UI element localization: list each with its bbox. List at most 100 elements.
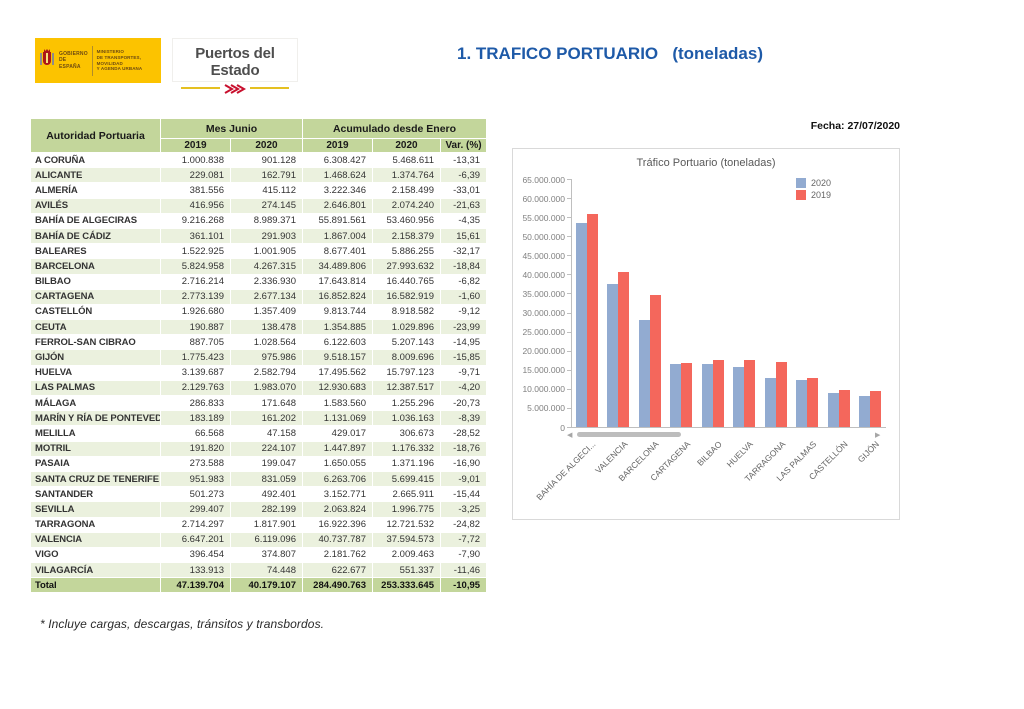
table-row-value: 8.918.582 (372, 303, 441, 321)
table-row: BAHÍA DE CÁDIZ 361.101 291.903 1.867.004 2.1… (30, 227, 488, 245)
y-axis-tick (567, 198, 571, 200)
bar-2019 (870, 390, 882, 427)
y-axis-tick (567, 312, 571, 314)
bar-2019 (838, 389, 850, 427)
table-row: MOTRIL 191.820 224.107 1.447.897 1.176.332 -1… (30, 440, 488, 457)
table-total-row-value: -10,95 (439, 577, 488, 594)
port-traffic-table: Autoridad Portuaria Mes Junio Acumulado … (30, 118, 488, 594)
table-row-value: -13,31 (439, 151, 488, 169)
table-row-value: 361.101 (160, 227, 231, 245)
table-row-value: 5.886.255 (372, 243, 441, 260)
table-row-value: -23,99 (439, 319, 488, 336)
bar-2019 (586, 213, 598, 427)
bar-2019 (681, 362, 693, 427)
bar-2020 (638, 320, 650, 427)
table-row-name: SANTANDER (30, 486, 161, 503)
table-row: BARCELONA 5.824.958 4.267.315 34.489.806 27.… (30, 258, 488, 275)
scroll-left-icon[interactable]: ◀ (567, 432, 573, 439)
table-row-name: CARTAGENA (30, 288, 161, 305)
table-row-name: BAHÍA DE ALGECIRAS (30, 212, 161, 229)
table-row-value: -6,39 (439, 167, 488, 184)
table-row-value: 1.996.775 (372, 501, 441, 518)
table-row-value: 1.036.163 (372, 410, 441, 427)
table-row-value: 291.903 (230, 227, 303, 245)
table-row-value: 6.263.706 (302, 470, 373, 488)
y-axis-label: 30.000.000 (522, 308, 565, 319)
y-axis-tick (567, 274, 571, 276)
traffic-table-body: A CORUÑA 1.000.838 901.128 6.308.427 5.468.6… (30, 151, 488, 594)
table-row-value: -18,76 (439, 440, 488, 457)
table-row-name: ALMERÍA (30, 182, 161, 199)
x-axis-label: GIJÓN (855, 439, 882, 465)
table-row-value: 3.152.771 (302, 486, 373, 503)
y-axis-label: 65.000.000 (522, 174, 565, 185)
table-row: PASAIA 273.588 199.047 1.650.055 1.371.196 -1… (30, 455, 488, 472)
table-row: TARRAGONA 2.714.297 1.817.901 16.922.396 12.… (30, 516, 488, 533)
chart-title: Tráfico Portuario (toneladas) (636, 157, 776, 169)
bar-2019 (618, 271, 630, 427)
table-row: CARTAGENA 2.773.139 2.677.134 16.852.824 16.… (30, 288, 488, 305)
table-row-value: -7,72 (439, 531, 488, 548)
chart-panel: Tráfico Portuario (toneladas) 2020 2019 … (512, 148, 900, 520)
ministry-name: MINISTERIO DE TRANSPORTES, MOVILIDAD Y A… (96, 48, 143, 72)
bar-2020 (827, 392, 839, 427)
table-row-name: MOTRIL (30, 440, 161, 457)
table-row-value: 55.891.561 (302, 212, 373, 229)
y-axis-tick (567, 388, 571, 390)
y-axis-label: 35.000.000 (522, 288, 565, 299)
bar-2019 (807, 377, 819, 427)
table-row-value: -24,82 (439, 516, 488, 533)
y-axis-label: 15.000.000 (522, 365, 565, 376)
table-row-value: 17.495.562 (302, 364, 373, 381)
table-row-name: AVILÉS (30, 197, 161, 214)
table-row-value: 1.926.680 (160, 303, 231, 321)
table-row-value: 2.665.911 (372, 486, 441, 503)
table-row-value: 2.063.824 (302, 501, 373, 518)
x-axis-label: HUELVA (725, 439, 756, 470)
chart-scrollbar-thumb[interactable] (577, 432, 681, 437)
table-row: MARÍN Y RÍA DE PONTEVEDRA183.189161.2021… (30, 410, 488, 427)
table-row-value: 282.199 (230, 501, 303, 518)
table-row-value: 416.956 (160, 197, 231, 214)
table-row-value: 6.647.201 (160, 531, 231, 548)
table-row-value: 306.673 (372, 425, 441, 442)
wave-icon (220, 82, 250, 100)
bar-2019 (712, 359, 724, 427)
table-row-value: 1.650.055 (302, 455, 373, 472)
table-row-value: 199.047 (230, 455, 303, 472)
table-row-name: A CORUÑA (30, 151, 161, 169)
column-header-2020-acum: 2020 (372, 138, 441, 153)
scroll-right-icon[interactable]: ▶ (875, 432, 881, 439)
table-row-value: -1,60 (439, 288, 488, 305)
table-row-value: -14,95 (439, 334, 488, 351)
table-row-name: BILBAO (30, 273, 161, 290)
y-axis-label: 55.000.000 (522, 212, 565, 223)
table-row: GIJÓN 1.775.423 975.986 9.518.157 8.009.696-… (30, 349, 488, 366)
table-row-value: -9,71 (439, 364, 488, 381)
page-title: 1. TRAFICO PORTUARIO (toneladas) (456, 44, 764, 63)
table-row-value: 1.028.564 (230, 334, 303, 351)
table-row-value: 381.556 (160, 182, 231, 199)
table-row-value: 2.129.763 (160, 379, 231, 397)
chart-plot: 2020 2019 ◀ ▶ 65.000.000 60.000.000 55.000… (513, 149, 899, 519)
table-row-value: 299.407 (160, 501, 231, 518)
table-row-value: 3.222.346 (302, 182, 373, 199)
table-row-value: -15,85 (439, 349, 488, 366)
table-row: SANTA CRUZ DE TENERIFE 951.983 831.059 6.26… (30, 470, 488, 488)
y-axis-label: 60.000.000 (522, 193, 565, 204)
column-header-2020-mes: 2020 (230, 138, 303, 153)
legend-swatch-2020 (796, 178, 806, 188)
bar-2019 (775, 362, 787, 427)
y-axis-label: 20.000.000 (522, 346, 565, 357)
bar-2020 (796, 379, 808, 427)
table-row-value: 831.059 (230, 470, 303, 488)
bar-2020 (859, 396, 871, 427)
y-axis-label: 25.000.000 (522, 327, 565, 338)
table-row-value: 15.797.123 (372, 364, 441, 381)
table-row: VIGO 396.454 374.807 2.181.762 2.009.463 -7,9… (30, 546, 488, 564)
table-row-value: 2.677.134 (230, 288, 303, 305)
footnote: * Incluye cargas, descargas, tránsitos y… (40, 617, 325, 631)
bar-2020 (607, 283, 619, 427)
table-row-value: 27.993.632 (372, 258, 441, 275)
